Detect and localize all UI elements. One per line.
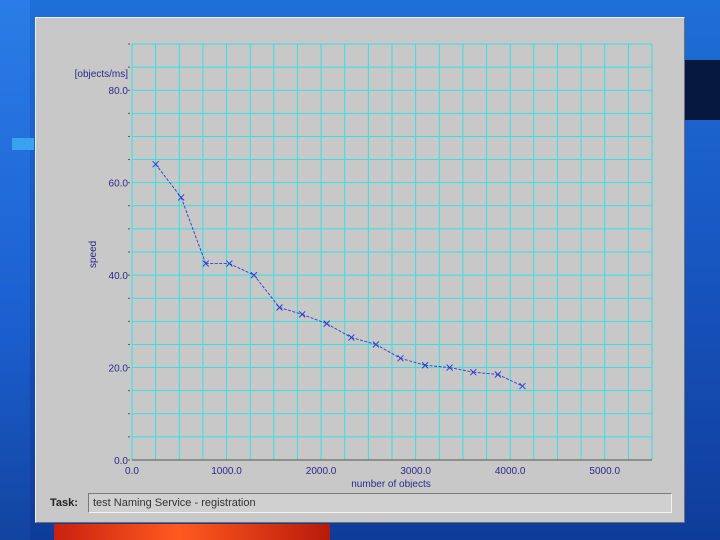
x-tick-label: 4000.0 — [495, 466, 526, 477]
data-point-marker — [397, 354, 404, 362]
y-tick-label: 40.0 — [109, 271, 129, 282]
series-line-segment — [229, 263, 255, 276]
series-line-segment — [279, 307, 303, 315]
task-bar: Task: test Naming Service - registration — [44, 493, 672, 515]
marker-stroke — [298, 311, 306, 318]
marker-stroke — [250, 271, 258, 279]
data-point-marker — [469, 368, 477, 376]
series-line-segment — [497, 374, 523, 387]
series-line-segment — [180, 197, 207, 264]
x-tick-label: 2000.0 — [306, 466, 337, 477]
series-line-segment — [351, 337, 377, 345]
marker-stroke — [372, 341, 380, 348]
marker-stroke — [202, 260, 210, 267]
marker-stroke — [519, 382, 526, 390]
grid-layer — [131, 43, 653, 461]
series-layer — [152, 160, 526, 390]
task-label: Task: — [50, 497, 78, 509]
y-axis-label: speed — [88, 240, 99, 268]
x-axis-label: number of objects — [351, 479, 431, 488]
data-point-marker — [421, 361, 429, 369]
marker-stroke — [323, 320, 331, 327]
marker-stroke — [226, 260, 233, 267]
data-point-marker — [372, 341, 380, 348]
data-point-marker — [494, 371, 502, 378]
marker-stroke — [469, 368, 477, 376]
marker-stroke — [276, 304, 283, 311]
marker-stroke — [494, 371, 502, 378]
marker-stroke — [446, 364, 454, 371]
x-tick-label: 5000.0 — [589, 466, 620, 477]
marker-stroke — [177, 194, 185, 201]
series-line-segment — [326, 323, 352, 338]
task-field[interactable]: test Naming Service - registration — [88, 493, 672, 513]
y-tick-label: 20.0 — [109, 364, 129, 375]
data-point-marker — [446, 364, 454, 371]
data-point-marker — [226, 260, 233, 267]
data-point-marker — [323, 320, 331, 327]
y-tick-label: 60.0 — [109, 179, 129, 190]
data-point-marker — [519, 382, 526, 390]
marker-stroke — [347, 334, 355, 341]
data-point-marker — [202, 260, 210, 267]
series-line-segment — [400, 357, 426, 366]
x-tick-label: 0.0 — [125, 466, 139, 477]
background-left-strip — [0, 0, 30, 540]
series-line-segment — [155, 163, 182, 198]
data-point-marker — [250, 271, 258, 279]
x-tick-label: 1000.0 — [211, 466, 242, 477]
x-tick-label: 3000.0 — [400, 466, 431, 477]
marker-stroke — [397, 354, 404, 362]
data-point-marker — [177, 194, 185, 201]
data-point-marker — [152, 160, 159, 168]
background-accent-tab — [12, 138, 34, 150]
line-chart: 0.0 20.0 40.0 60.0 80.0 0.0 1000.0 2000.0 3000.0… — [75, 43, 653, 488]
series-line-segment — [449, 367, 474, 373]
data-point-marker — [276, 304, 283, 311]
y-units-label: [objects/ms] — [75, 69, 129, 80]
marker-stroke — [152, 160, 159, 168]
data-point-marker — [298, 311, 306, 318]
axis-layer: 0.0 20.0 40.0 60.0 80.0 0.0 1000.0 2000.0 3000.0… — [109, 43, 652, 477]
marker-stroke — [421, 361, 429, 369]
data-point-marker — [347, 334, 355, 341]
series-line-segment — [302, 313, 327, 325]
chart-panel: 0.0 20.0 40.0 60.0 80.0 0.0 1000.0 2000.0 3000.0… — [35, 17, 685, 523]
background-red-bar — [54, 524, 330, 540]
series-line-segment — [473, 371, 498, 375]
background-dark-block — [684, 60, 720, 120]
series-line-segment — [425, 364, 450, 369]
y-tick-label: 80.0 — [109, 86, 129, 97]
series-line-segment — [253, 274, 280, 308]
y-tick-label: 0.0 — [114, 456, 128, 467]
series-line-segment — [375, 344, 401, 359]
